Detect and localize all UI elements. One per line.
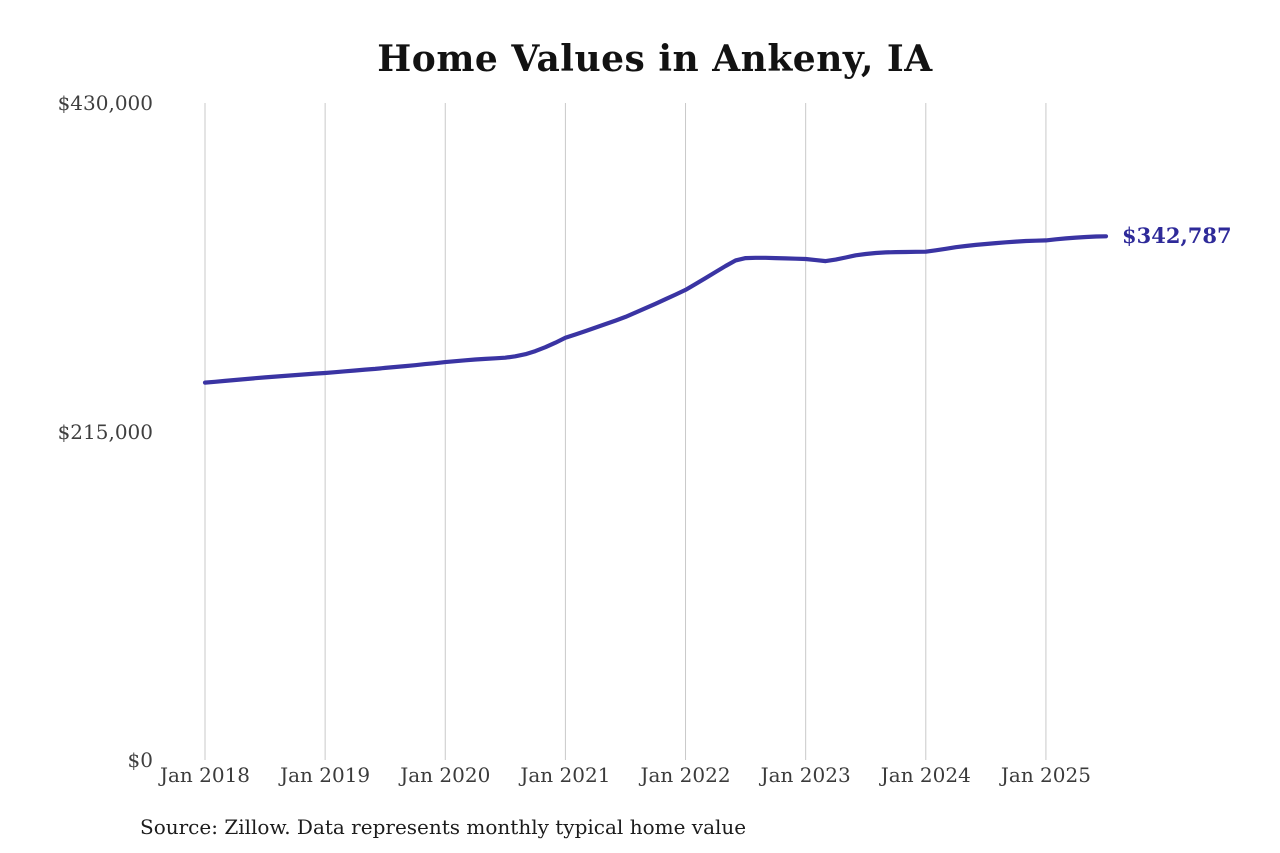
y-tick-label: $430,000 — [57, 91, 153, 115]
x-tick-label: Jan 2023 — [760, 763, 851, 787]
chart-title: Home Values in Ankeny, IA — [377, 38, 933, 80]
x-tick-label: Jan 2021 — [520, 763, 611, 787]
x-tick-label: Jan 2022 — [640, 763, 731, 787]
y-tick-label: $0 — [127, 748, 153, 772]
latest-value-label: $342,787 — [1122, 223, 1232, 249]
source-note: Source: Zillow. Data represents monthly … — [140, 815, 747, 839]
x-tick-label: Jan 2024 — [880, 763, 971, 787]
x-tick-label: Jan 2019 — [280, 763, 371, 787]
y-tick-label: $215,000 — [57, 419, 153, 444]
x-tick-label: Jan 2025 — [1000, 763, 1091, 787]
x-tick-label: Jan 2020 — [400, 763, 491, 787]
x-tick-label: Jan 2018 — [159, 763, 251, 787]
home-value-line — [202, 234, 1109, 385]
vertical-gridlines — [204, 103, 1047, 760]
